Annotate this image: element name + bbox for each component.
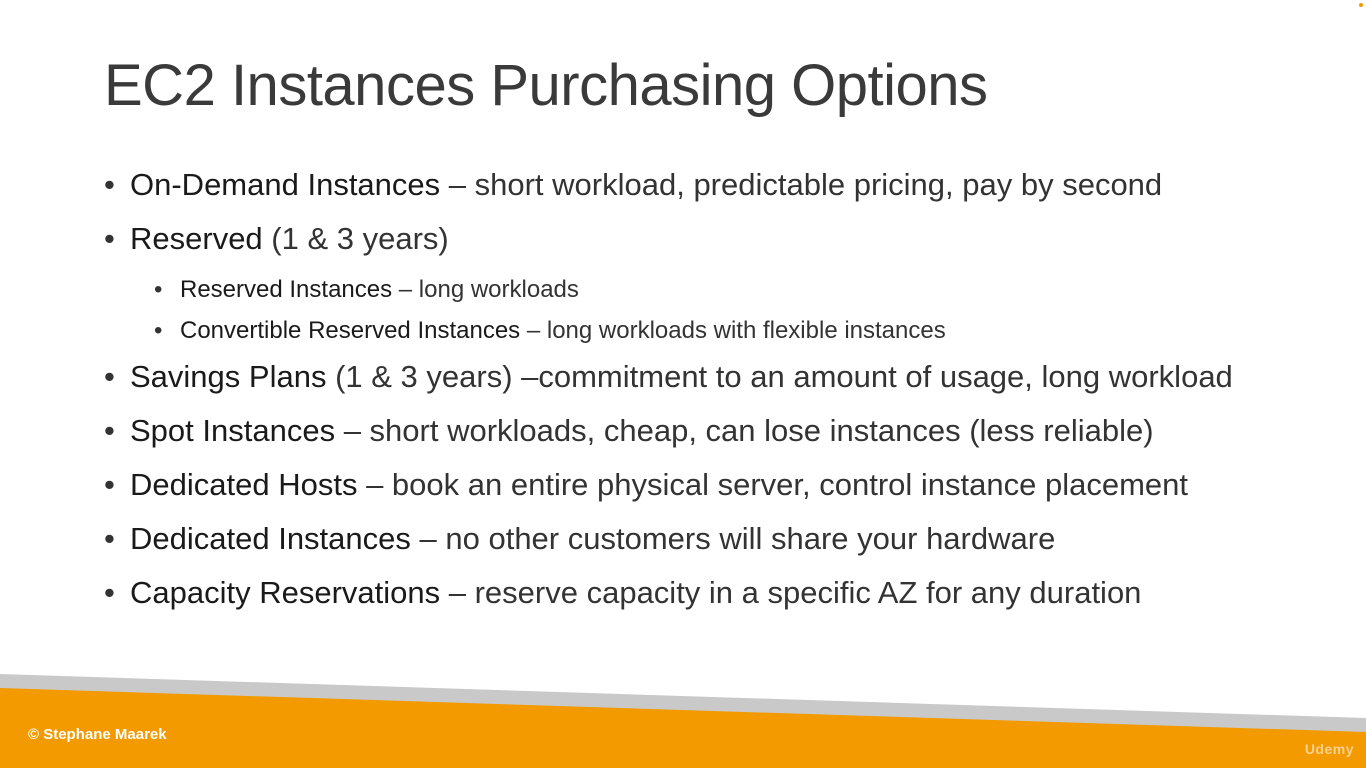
bullet-description: – no other customers will share your har… <box>410 521 1056 556</box>
bullet-item: Reserved (1 & 3 years) <box>104 216 1344 270</box>
sub-bullet-list: Reserved Instances – long workloads Conv… <box>104 270 1344 352</box>
bullet-term: Capacity Reservations <box>130 575 441 610</box>
udemy-watermark: Udemy <box>1304 741 1354 757</box>
bullet-description: – short workload, predictable pricing, p… <box>440 167 1163 202</box>
footer-orange-stripe <box>0 688 1366 768</box>
sub-bullet-term: Convertible Reserved Instances <box>180 317 521 344</box>
bullet-description: – book an entire physical server, contro… <box>357 467 1189 502</box>
bullet-description: (1 & 3 years) –commitment to an amount o… <box>326 359 1233 394</box>
bullet-term: Savings Plans <box>130 359 327 394</box>
bullet-item: Savings Plans (1 & 3 years) –commitment … <box>104 354 1344 408</box>
bullet-term: Spot Instances <box>130 413 336 448</box>
bullet-item: Capacity Reservations – reserve capacity… <box>104 570 1344 624</box>
bullet-description: – short workloads, cheap, can lose insta… <box>335 413 1154 448</box>
copyright-text: © Stephane Maarek <box>28 726 167 743</box>
bullet-item: On-Demand Instances – short workload, pr… <box>104 162 1344 216</box>
bullet-item: Spot Instances – short workloads, cheap,… <box>104 408 1344 462</box>
bullet-term: On-Demand Instances <box>130 167 441 202</box>
bullet-description: – reserve capacity in a specific AZ for … <box>440 575 1142 610</box>
bullet-term: Dedicated Instances <box>130 521 411 556</box>
sub-bullet-description: – long workloads <box>392 276 579 303</box>
bullet-description: (1 & 3 years) <box>262 221 449 256</box>
corner-dot-icon <box>1359 3 1363 7</box>
sub-bullet-item: Reserved Instances – long workloads <box>154 270 1344 311</box>
sub-bullet-item: Convertible Reserved Instances – long wo… <box>154 311 1344 352</box>
bullet-item: Dedicated Hosts – book an entire physica… <box>104 462 1344 516</box>
sub-bullet-term: Reserved Instances <box>180 276 393 303</box>
footer-band <box>0 674 1366 768</box>
slide-title: EC2 Instances Purchasing Options <box>104 53 988 118</box>
bullet-term: Dedicated Hosts <box>130 467 358 502</box>
sub-bullet-description: – long workloads with flexible instances <box>520 317 946 344</box>
bullet-item: Dedicated Instances – no other customers… <box>104 516 1344 570</box>
bullet-list: On-Demand Instances – short workload, pr… <box>104 162 1344 624</box>
bullet-term: Reserved <box>130 221 263 256</box>
